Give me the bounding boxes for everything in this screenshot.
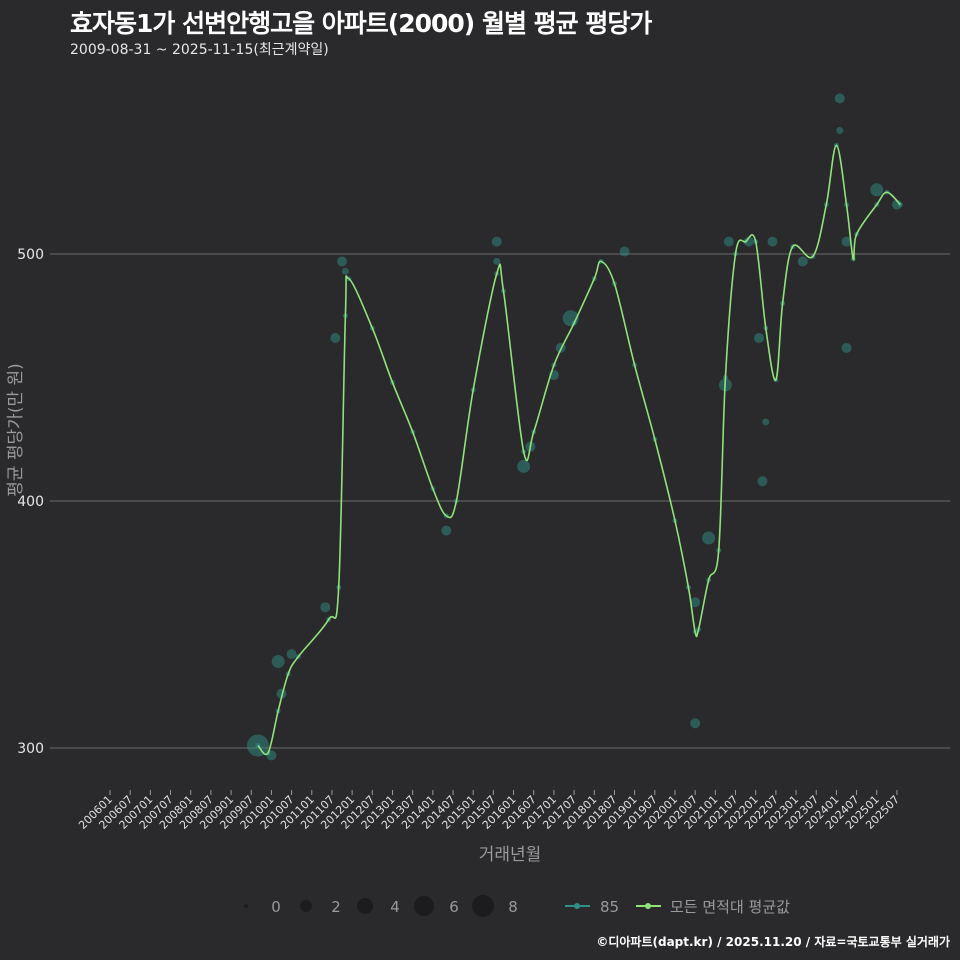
data-bubble: [517, 459, 531, 473]
grid-lines: [50, 253, 950, 749]
legend-avg-dot: [645, 903, 651, 909]
x-axis-ticks: 2006012006072007012007072008012008072009…: [76, 790, 902, 832]
y-tick-label: 500: [17, 247, 44, 263]
data-bubble: [702, 531, 716, 545]
data-bubble: [286, 649, 297, 660]
data-bubble: [870, 183, 884, 197]
chart-subtitle: 2009-08-31 ~ 2025-11-15(최근계약일): [70, 42, 329, 58]
chart-title: 효자동1가 선변안행고을 아파트(2000) 월별 평균 평당가: [70, 9, 652, 38]
legend-85-label: 85: [600, 898, 619, 916]
data-bubble: [341, 267, 349, 275]
data-bubble: [841, 342, 852, 353]
legend-size-circle: [244, 904, 248, 908]
data-bubble: [836, 127, 844, 134]
data-bubble: [891, 199, 902, 210]
legend: 0 2 4 6 8 85 모든 면적대 평균값: [244, 895, 790, 917]
data-bubble: [271, 655, 285, 669]
legend-size-circle: [300, 900, 312, 912]
series-85-bubbles: [246, 93, 903, 761]
legend-size-label: 4: [390, 898, 400, 916]
data-bubble: [337, 256, 348, 267]
data-bubble: [320, 602, 331, 613]
data-bubble: [619, 246, 630, 257]
data-bubble: [834, 93, 845, 104]
legend-size-circle: [357, 898, 373, 914]
footer-credit: ©디아파트(dapt.kr) / 2025.11.20 / 자료=국토교통부 실…: [596, 935, 950, 949]
average-line: [257, 144, 901, 756]
y-axis-ticks: 500 400 300: [17, 247, 44, 757]
data-bubble: [491, 236, 502, 247]
data-bubble: [441, 525, 452, 536]
data-bubble: [754, 332, 765, 343]
data-bubble: [690, 718, 701, 729]
legend-size-label: 2: [331, 898, 341, 916]
data-bubble: [743, 236, 754, 247]
data-bubble: [330, 332, 341, 343]
legend-avg-label: 모든 면적대 평균값: [670, 898, 790, 916]
legend-size-circle: [472, 895, 494, 917]
data-bubble: [762, 418, 770, 426]
data-bubble: [723, 236, 734, 247]
data-bubble: [767, 236, 778, 247]
y-tick-label: 300: [17, 741, 44, 757]
legend-size-label: 8: [508, 898, 518, 916]
data-bubble: [841, 236, 852, 247]
data-bubble: [276, 688, 287, 699]
y-axis-title: 평균 평당가(만 원): [6, 363, 26, 497]
y-tick-label: 400: [17, 494, 44, 510]
data-bubble: [493, 257, 501, 265]
legend-85-dot: [574, 903, 580, 909]
data-bubble: [797, 256, 808, 267]
legend-size-label: 0: [271, 898, 281, 916]
x-axis-title: 거래년월: [479, 845, 542, 865]
data-bubble: [757, 476, 768, 487]
data-bubble: [690, 597, 701, 608]
legend-size-label: 6: [449, 898, 459, 916]
legend-size-circle: [414, 896, 434, 916]
